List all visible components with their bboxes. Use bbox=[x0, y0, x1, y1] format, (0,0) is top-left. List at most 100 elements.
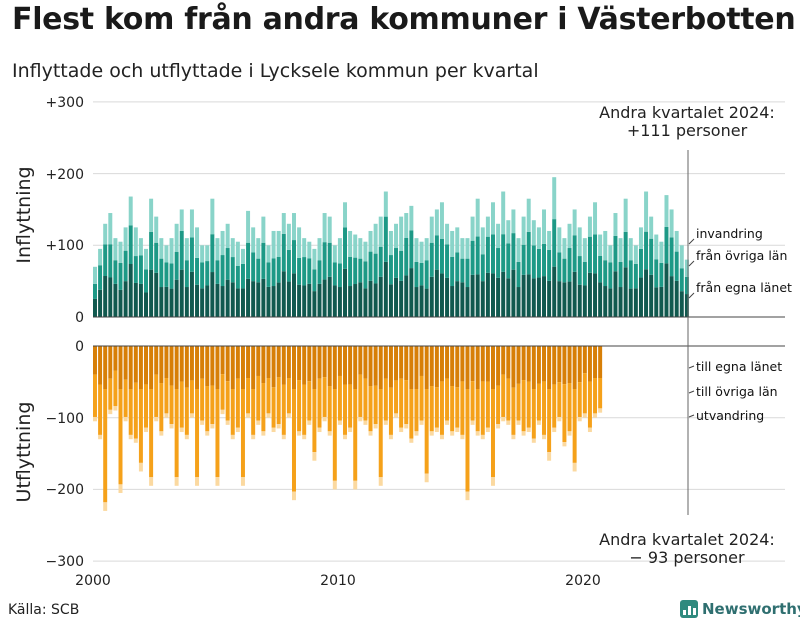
y-axis-label: Utflyttning bbox=[13, 402, 35, 503]
outflow-bar-segment bbox=[118, 389, 123, 485]
inflow-bar-segment bbox=[404, 275, 409, 317]
outflow-bar-segment bbox=[526, 346, 531, 382]
inflow-bar-segment bbox=[184, 287, 189, 317]
inflow-bar-segment bbox=[399, 216, 404, 251]
outflow-bar-segment bbox=[302, 434, 307, 440]
inflow-bar-segment bbox=[582, 285, 587, 317]
outflow-bar-segment bbox=[93, 374, 97, 417]
inflow-bar-segment bbox=[144, 292, 149, 317]
outflow-bar-segment bbox=[271, 427, 276, 433]
inflow-bar-segment bbox=[220, 230, 225, 256]
y-tick-label: −300 bbox=[46, 554, 84, 570]
outflow-bar-segment bbox=[501, 416, 506, 422]
outflow-bar-segment bbox=[144, 427, 149, 433]
outflow-bar-segment bbox=[572, 462, 577, 472]
inflow-bar-segment bbox=[562, 258, 567, 283]
inflow-bar-segment bbox=[154, 216, 159, 243]
inflow-bar-segment bbox=[133, 256, 138, 283]
outflow-bar-segment bbox=[582, 346, 587, 374]
outflow-bar-segment bbox=[598, 346, 603, 379]
outflow-bar-segment bbox=[404, 380, 409, 425]
outflow-bar-segment bbox=[439, 346, 444, 382]
inflow-bar-segment bbox=[205, 261, 210, 286]
inflow-bar-segment bbox=[113, 283, 118, 317]
inflow-bar-segment bbox=[557, 227, 562, 253]
outflow-bar-segment bbox=[552, 427, 557, 433]
outflow-bar-segment bbox=[200, 378, 205, 421]
outflow-bar-segment bbox=[577, 416, 582, 422]
inflow-bar-segment bbox=[261, 242, 266, 279]
outflow-bar-segment bbox=[567, 383, 572, 432]
inflow-bar-segment bbox=[363, 241, 368, 262]
outflow-bar-segment bbox=[363, 420, 368, 425]
source-note: Källa: SCB bbox=[8, 602, 80, 618]
outflow-bar-segment bbox=[332, 346, 337, 390]
outflow-bar-segment bbox=[511, 346, 516, 388]
end-label-connector bbox=[688, 365, 695, 369]
outflow-bar-segment bbox=[343, 384, 348, 435]
inflow-bar-segment bbox=[649, 216, 654, 239]
outflow-bar-segment bbox=[511, 387, 516, 435]
outflow-bar-segment bbox=[144, 346, 149, 385]
outflow-bar-segment bbox=[144, 384, 149, 428]
outflow-bar-segment bbox=[445, 346, 450, 379]
inflow-bar-segment bbox=[572, 271, 577, 317]
outflow-bar-segment bbox=[169, 346, 174, 386]
outflow-bar-segment bbox=[113, 370, 118, 407]
outflow-bar-segment bbox=[154, 346, 159, 375]
inflow-bar-segment bbox=[465, 258, 470, 288]
inflow-bar-segment bbox=[542, 209, 547, 244]
outflow-bar-segment bbox=[149, 389, 154, 478]
inflow-bar-segment bbox=[480, 281, 485, 317]
outflow-bar-segment bbox=[368, 431, 373, 436]
inflow-bar-segment bbox=[159, 258, 164, 288]
inflow-bar-segment bbox=[404, 237, 409, 276]
inflow-bar-segment bbox=[297, 227, 302, 258]
outflow-bar-segment bbox=[460, 434, 465, 440]
outflow-bar-segment bbox=[98, 384, 103, 435]
outflow-bar-segment bbox=[577, 346, 582, 383]
outflow-bar-segment bbox=[404, 424, 409, 429]
inflow-bar-segment bbox=[343, 202, 348, 228]
outflow-bar-segment bbox=[240, 477, 245, 486]
outflow-bar-segment bbox=[266, 346, 271, 379]
outflow-bar-segment bbox=[312, 452, 317, 461]
inflow-bar-segment bbox=[266, 286, 271, 317]
inflow-bar-segment bbox=[317, 283, 322, 317]
inflow-bar-segment bbox=[638, 277, 643, 317]
inflow-bar-segment bbox=[184, 260, 189, 288]
outflow-bar-segment bbox=[322, 346, 327, 378]
inflow-bar-segment bbox=[200, 288, 205, 317]
inflow-bar-segment bbox=[460, 238, 465, 259]
outflow-bar-segment bbox=[210, 385, 215, 425]
outflow-bar-segment bbox=[593, 346, 598, 379]
inflow-bar-segment bbox=[638, 248, 643, 278]
outflow-bar-segment bbox=[378, 346, 383, 390]
outflow-bar-segment bbox=[353, 346, 358, 390]
inflow-bar-segment bbox=[536, 277, 541, 317]
inflow-bar-segment bbox=[684, 276, 689, 295]
inflow-bar-segment bbox=[93, 283, 97, 299]
inflow-bar-segment bbox=[394, 223, 399, 249]
inflow-bar-segment bbox=[297, 257, 302, 285]
outflow-bar-segment bbox=[271, 346, 276, 388]
inflow-bar-segment bbox=[353, 284, 358, 317]
inflow-bar-segment bbox=[567, 281, 572, 317]
inflow-bar-segment bbox=[348, 286, 353, 317]
outflow-bar-segment bbox=[246, 413, 251, 418]
outflow-bar-segment bbox=[378, 477, 383, 486]
outflow-bar-segment bbox=[189, 346, 194, 381]
inflow-bar-segment bbox=[133, 282, 138, 317]
inflow-bar-segment bbox=[542, 276, 547, 317]
inflow-bar-segment bbox=[358, 282, 363, 317]
inflow-bar-segment bbox=[210, 234, 215, 273]
inflow-bar-segment bbox=[496, 277, 501, 317]
outflow-bar-segment bbox=[200, 420, 205, 425]
inflow-bar-segment bbox=[373, 223, 378, 254]
inflow-bar-segment bbox=[215, 283, 220, 317]
outflow-bar-segment bbox=[521, 380, 526, 432]
outflow-bar-segment bbox=[373, 385, 378, 425]
outflow-bar-segment bbox=[179, 346, 184, 382]
outflow-bar-segment bbox=[526, 427, 531, 433]
inflow-bar-segment bbox=[256, 282, 261, 317]
